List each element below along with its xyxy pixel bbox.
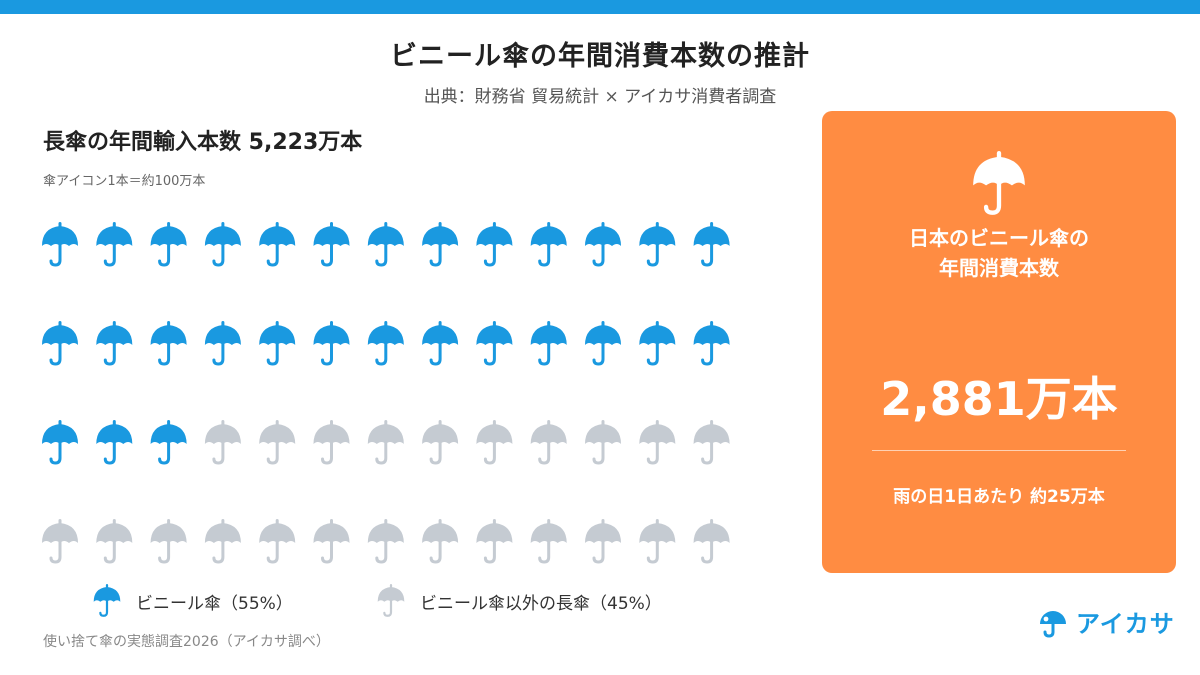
other-umbrella-mark bbox=[96, 519, 133, 564]
vinyl-umbrella-mark bbox=[693, 321, 730, 366]
vinyl-umbrella-mark bbox=[96, 420, 133, 465]
vinyl-umbrella-mark bbox=[422, 321, 459, 366]
survey-footnote: 使い捨て傘の実態調査2026（アイカサ調べ） bbox=[43, 634, 330, 650]
other-umbrella-mark bbox=[476, 519, 513, 564]
other-umbrella-mark bbox=[204, 420, 241, 465]
other-umbrella-mark bbox=[367, 519, 404, 564]
other-umbrella-mark bbox=[313, 519, 350, 564]
vinyl-umbrella-mark bbox=[367, 321, 404, 366]
vinyl-umbrella-mark bbox=[150, 222, 187, 267]
other-umbrella-mark bbox=[367, 420, 404, 465]
other-umbrella-mark bbox=[42, 519, 78, 564]
other-umbrella-mark bbox=[313, 420, 350, 465]
vinyl-umbrella-mark bbox=[585, 222, 621, 267]
import-heading: 長傘の年間輸入本数 5,223万本 bbox=[43, 130, 363, 155]
vinyl-umbrella-mark bbox=[96, 222, 133, 267]
vinyl-umbrella-mark bbox=[204, 222, 241, 267]
vinyl-umbrella-mark bbox=[259, 222, 296, 267]
vinyl-umbrella-mark bbox=[42, 321, 78, 366]
vinyl-umbrella-mark bbox=[150, 420, 187, 465]
vinyl-umbrella-mark bbox=[313, 222, 350, 267]
brand-logo: アイカサ bbox=[1036, 604, 1175, 639]
icon-scale-note: 傘アイコン1本＝約100万本 bbox=[43, 174, 206, 189]
umbrella-icon bbox=[973, 151, 1025, 215]
umbrella-icon bbox=[377, 584, 405, 617]
vinyl-umbrella-mark bbox=[422, 222, 459, 267]
card-rain-day-value: 雨の日1日あたり 約25万本 bbox=[893, 487, 1105, 507]
other-umbrella-mark bbox=[476, 420, 513, 465]
legend-item-other: ビニール傘以外の長傘（45%） bbox=[376, 584, 662, 618]
vinyl-umbrella-mark bbox=[367, 222, 404, 267]
legend-label-vinyl: ビニール傘（55%） bbox=[136, 593, 293, 614]
legend-label-other: ビニール傘以外の長傘（45%） bbox=[420, 593, 662, 614]
brand-logo-text: アイカサ bbox=[1076, 610, 1175, 638]
card-title-line1: 日本のビニール傘の bbox=[909, 226, 1089, 250]
vinyl-umbrella-mark bbox=[530, 321, 567, 366]
summary-card: 日本のビニール傘の 年間消費本数 2,881万本 雨の日1日あたり 約25万本 bbox=[822, 111, 1176, 573]
other-umbrella-mark bbox=[422, 519, 459, 564]
card-total-value: 2,881万本 bbox=[880, 372, 1118, 426]
other-umbrella-mark bbox=[259, 420, 296, 465]
other-umbrella-mark bbox=[639, 420, 676, 465]
legend-item-vinyl: ビニール傘（55%） bbox=[92, 584, 293, 618]
umbrella-icon bbox=[93, 584, 121, 617]
vinyl-umbrella-mark bbox=[476, 222, 513, 267]
vinyl-umbrella-mark bbox=[313, 321, 350, 366]
vinyl-umbrella-mark bbox=[259, 321, 296, 366]
vinyl-umbrella-mark bbox=[530, 222, 567, 267]
vinyl-umbrella-mark bbox=[476, 321, 513, 366]
card-divider bbox=[872, 450, 1126, 451]
top-accent-bar bbox=[0, 0, 1200, 14]
vinyl-umbrella-mark bbox=[639, 222, 676, 267]
other-umbrella-mark bbox=[530, 420, 567, 465]
vinyl-umbrella-mark bbox=[150, 321, 187, 366]
aikasa-logo-icon bbox=[1040, 610, 1066, 638]
other-umbrella-mark bbox=[530, 519, 567, 564]
other-umbrella-mark bbox=[204, 519, 241, 564]
vinyl-umbrella-mark bbox=[585, 321, 621, 366]
vinyl-umbrella-mark bbox=[42, 222, 78, 267]
vinyl-umbrella-mark bbox=[639, 321, 676, 366]
other-umbrella-mark bbox=[639, 519, 676, 564]
other-umbrella-mark bbox=[150, 519, 187, 564]
other-umbrella-mark bbox=[693, 420, 730, 465]
vinyl-umbrella-mark bbox=[204, 321, 241, 366]
legend: ビニール傘（55%） ビニール傘以外の長傘（45%） bbox=[0, 584, 800, 618]
other-umbrella-mark bbox=[585, 519, 621, 564]
card-title-line2: 年間消費本数 bbox=[939, 256, 1059, 280]
other-umbrella-mark bbox=[585, 420, 621, 465]
vinyl-umbrella-mark bbox=[42, 420, 78, 465]
umbrella-pictograph bbox=[42, 222, 730, 564]
page-subtitle: 出典：財務省 貿易統計 × アイカサ消費者調査 bbox=[423, 87, 777, 107]
vinyl-umbrella-mark bbox=[96, 321, 133, 366]
other-umbrella-mark bbox=[259, 519, 296, 564]
page-title: ビニール傘の年間消費本数の推計 bbox=[390, 41, 810, 72]
vinyl-umbrella-mark bbox=[693, 222, 730, 267]
other-umbrella-mark bbox=[422, 420, 459, 465]
other-umbrella-mark bbox=[693, 519, 730, 564]
